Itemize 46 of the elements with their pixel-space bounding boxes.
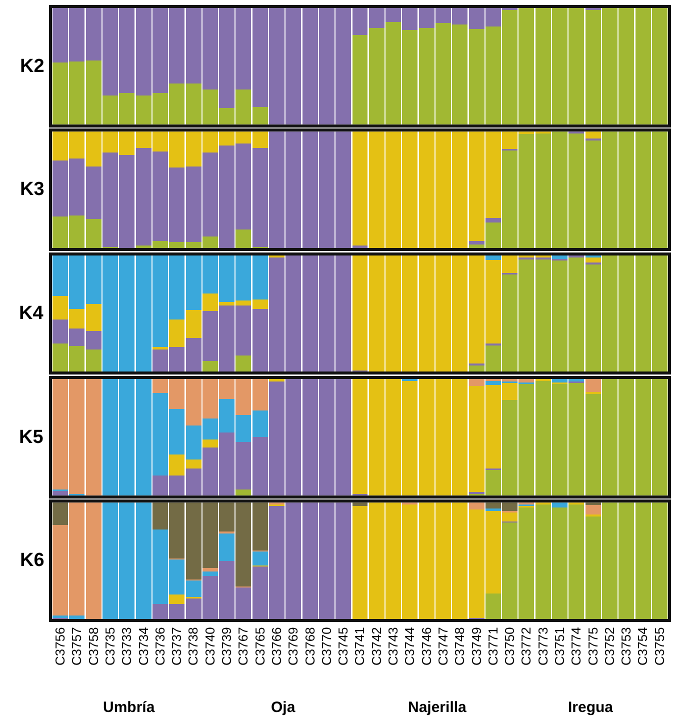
text: Najerilla (408, 699, 468, 716)
x-tick-label: C3740 (202, 627, 218, 666)
x-tick-label: C3741 (352, 627, 368, 666)
x-tick-label: C3737 (169, 627, 184, 666)
x-tick-label: C3774 (568, 627, 584, 666)
x-tick-label: C3770 (318, 627, 334, 666)
x-tick-label: C3752 (602, 627, 617, 666)
x-tick-label: C3765 (252, 627, 268, 666)
x-tick-label: C3772 (518, 627, 534, 666)
y-axis-title: K5 (19, 427, 44, 448)
y-axis-title: K6 (20, 550, 44, 571)
x-tick-label: C3749 (468, 627, 484, 666)
y-axis-title: K4 (19, 303, 44, 324)
text: Iregua (568, 699, 614, 716)
x-tick-label: C3773 (535, 627, 550, 666)
x-tick-label: C3775 (585, 627, 600, 666)
x-tick-label: C3769 (286, 627, 301, 666)
x-tick-label: C3767 (236, 627, 251, 666)
x-tick-label: C3768 (302, 627, 318, 666)
x-tick-label: C3736 (152, 627, 168, 666)
x-tick-label: C3746 (418, 627, 434, 666)
x-tick-label: C3738 (186, 627, 201, 666)
text: Oja (271, 699, 296, 716)
x-tick-label: C3739 (219, 627, 234, 666)
x-tick-label: C3766 (268, 627, 284, 666)
x-tick-label: C3755 (652, 627, 667, 666)
x-tick-label: C3750 (502, 627, 518, 666)
x-tick-label: C3742 (368, 627, 384, 666)
x-tick-label: C3771 (485, 627, 500, 666)
x-tick-label: C3735 (102, 627, 118, 666)
x-tick-label: C3751 (552, 627, 568, 666)
x-tick-label: C3748 (452, 627, 468, 666)
y-axis-title: K3 (20, 179, 44, 200)
x-tick-label: C3756 (52, 627, 68, 666)
x-tick-label: C3747 (435, 627, 450, 666)
x-tick-label: C3757 (69, 627, 84, 666)
y-axis-title: K2 (20, 56, 44, 77)
x-tick-label: C3743 (386, 627, 401, 666)
x-tick-label: C3758 (86, 627, 101, 666)
x-tick-label: C3753 (618, 627, 634, 666)
x-tick-label: C3733 (119, 627, 134, 666)
x-tick-label: C3745 (336, 627, 351, 666)
x-tick-label: C3744 (402, 627, 418, 666)
x-tick-label: C3754 (635, 627, 650, 666)
x-tick-label: C3734 (136, 627, 151, 666)
text: Umbría (103, 699, 156, 716)
